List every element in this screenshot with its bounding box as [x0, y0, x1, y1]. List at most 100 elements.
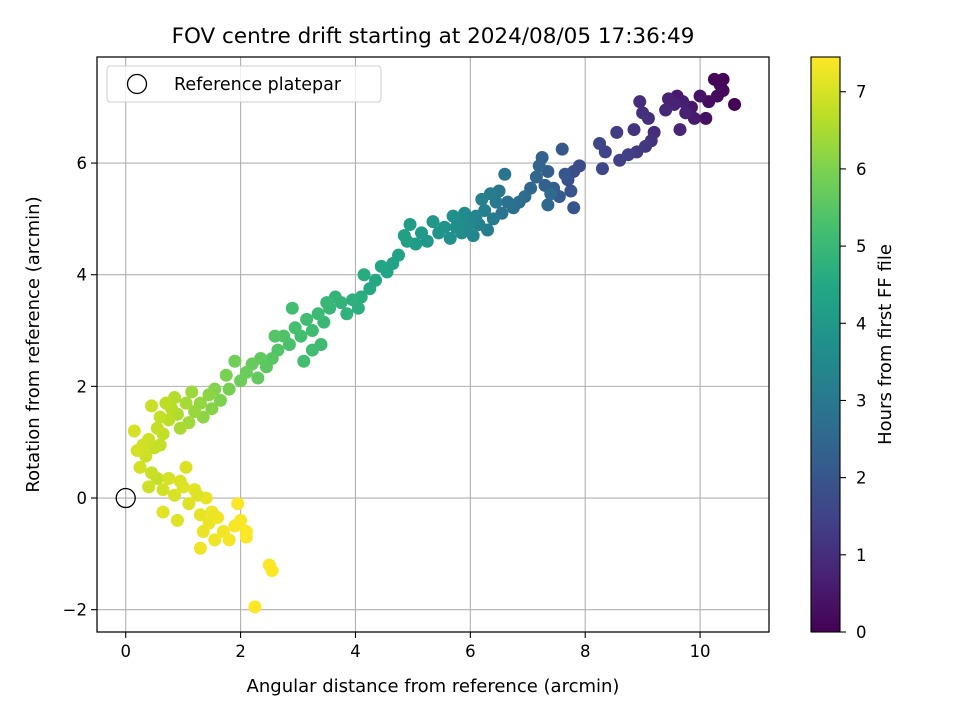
data-point [239, 530, 253, 544]
colorbar-tick-label: 3 [856, 391, 867, 410]
data-point [627, 123, 641, 137]
data-point [475, 192, 489, 206]
data-point [610, 125, 624, 139]
data-point [176, 480, 190, 494]
colorbar-tick-label: 1 [856, 546, 867, 565]
data-point [268, 329, 282, 343]
data-point [191, 488, 205, 502]
data-point [145, 466, 159, 480]
data-point [346, 293, 360, 307]
x-axis-label: Angular distance from reference (arcmin) [247, 676, 620, 697]
plot-frame [96, 56, 770, 633]
y-axis-ticks: −2 0 2 4 6 [63, 154, 97, 620]
data-point [613, 153, 627, 167]
data-point [659, 103, 673, 117]
data-point [363, 282, 377, 296]
x-tick-label: 8 [580, 642, 591, 661]
data-point [208, 533, 222, 547]
colorbar-tick-label: 5 [856, 237, 867, 256]
data-point [699, 111, 713, 125]
data-point [443, 231, 457, 245]
data-point [127, 424, 141, 438]
legend-label: Reference platepar [174, 75, 342, 95]
data-point [501, 195, 515, 209]
data-point [193, 508, 207, 522]
data-point [285, 301, 299, 315]
data-point [222, 533, 236, 547]
data-point [555, 142, 569, 156]
colorbar-tick-label: 7 [856, 83, 867, 102]
data-point [182, 497, 196, 511]
data-point [205, 505, 219, 519]
data-point [133, 460, 147, 474]
chart-title: FOV centre drift starting at 2024/08/05 … [172, 24, 695, 49]
data-point [153, 410, 167, 424]
data-point [179, 460, 193, 474]
data-point [173, 421, 187, 435]
data-point [707, 72, 721, 86]
x-tick-label: 0 [120, 642, 131, 661]
data-point [415, 226, 429, 240]
data-point [636, 106, 650, 120]
data-point [297, 354, 311, 368]
y-tick-label: 4 [77, 266, 88, 285]
data-point [498, 167, 512, 181]
data-point [564, 184, 578, 198]
data-point [432, 226, 446, 240]
data-point [142, 480, 156, 494]
data-point [305, 343, 319, 357]
data-point [150, 421, 164, 435]
data-point [340, 307, 354, 321]
data-point [265, 564, 279, 578]
y-axis-label: Rotation from reference (arcmin) [23, 196, 44, 492]
colorbar-tick-label: 6 [856, 160, 867, 179]
data-point [673, 123, 687, 137]
data-point [213, 393, 227, 407]
y-tick-label: 0 [77, 489, 88, 508]
data-point [529, 170, 543, 184]
data-point [193, 541, 207, 555]
colorbar-tick-label: 4 [856, 314, 867, 333]
data-point [357, 268, 371, 282]
y-tick-label: −2 [63, 601, 87, 620]
data-point [251, 371, 265, 385]
data-point [541, 198, 555, 212]
data-point [374, 259, 388, 273]
data-point [222, 382, 236, 396]
data-point [234, 513, 248, 527]
colorbar: 0 1 2 3 4 5 6 7 Hours from first FF file [810, 56, 896, 642]
data-point [567, 201, 581, 215]
colorbar-label: Hours from first FF file [875, 244, 896, 445]
colorbar-tick-label: 2 [856, 469, 867, 488]
data-point [228, 354, 242, 368]
data-point [633, 95, 647, 109]
data-point [231, 497, 245, 511]
grid-lines [97, 57, 769, 632]
data-point [593, 137, 607, 151]
x-axis-ticks: 0 2 4 6 8 10 [120, 632, 711, 661]
y-tick-label: 6 [77, 154, 88, 173]
y-tick-label: 2 [77, 377, 88, 396]
data-point [170, 513, 184, 527]
data-point [544, 187, 558, 201]
data-point [693, 89, 707, 103]
colorbar-tick-label: 0 [856, 623, 867, 642]
data-point [397, 229, 411, 243]
data-point [156, 505, 170, 519]
data-point [288, 321, 302, 335]
data-point [679, 106, 693, 120]
data-point [205, 402, 219, 416]
colorbar-ticks: 0 1 2 3 4 5 6 7 [840, 83, 867, 642]
data-point [202, 388, 216, 402]
data-point [305, 324, 319, 338]
data-point [159, 396, 173, 410]
data-point [185, 385, 199, 399]
data-point [446, 209, 460, 223]
data-point [311, 307, 325, 321]
x-tick-label: 10 [690, 642, 711, 661]
data-point [162, 471, 176, 485]
data-point [300, 312, 314, 326]
data-point [728, 97, 742, 111]
data-point [486, 212, 500, 226]
